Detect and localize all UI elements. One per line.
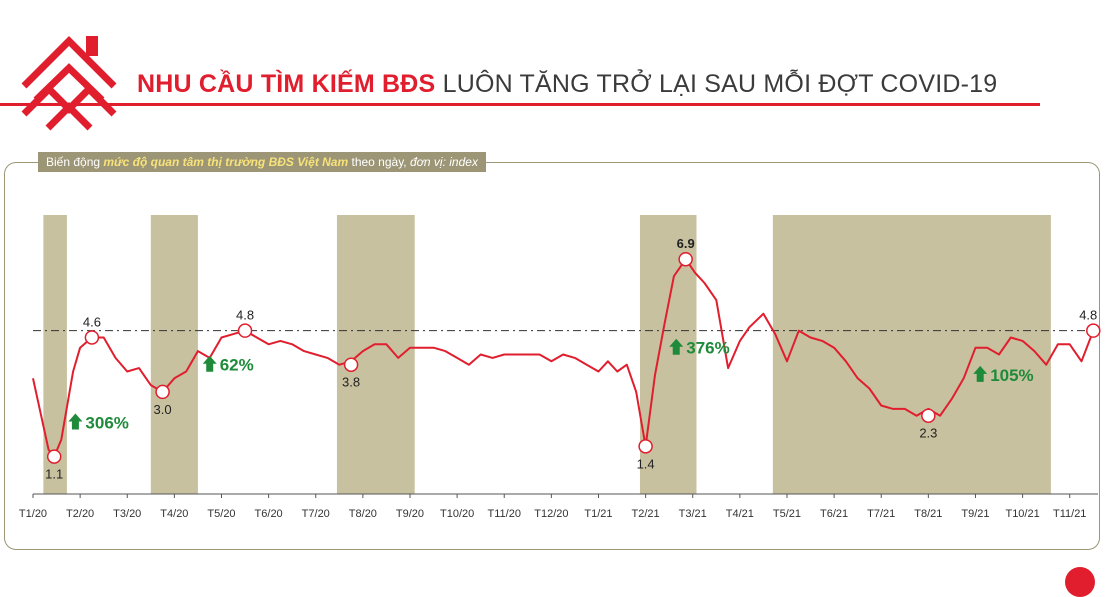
x-tick-label-8: T9/20 (396, 508, 424, 520)
page-title-bold: NHU CẦU TÌM KIẾM BĐS (137, 70, 436, 98)
line-chart: T1/20 T2/20 T3/20 T4/20 T5/20 T6/20 T7/20 T8/20… (19, 215, 1101, 520)
corner-badge (1065, 567, 1095, 597)
point-marker-5 (638, 439, 653, 454)
subtitle-highlight: mức độ quan tâm thị trường BĐS Việt Nam (103, 155, 349, 169)
subtitle-middle: theo ngày, (348, 155, 410, 169)
x-tick-label-19: T8/21 (914, 508, 942, 520)
x-tick-label-3: T4/20 (160, 508, 188, 520)
point-marker-2 (155, 384, 170, 400)
point-label-3: 4.8 (236, 308, 254, 323)
point-label-1: 4.6 (83, 314, 101, 329)
x-tick-label-21: T10/21 (1005, 508, 1039, 520)
x-tick-label-15: T4/21 (726, 508, 754, 520)
chart-subtitle: Biến động mức độ quan tâm thị trường BĐS… (38, 152, 486, 172)
x-tick-label-16: T5/21 (773, 508, 801, 520)
x-tick-label-18: T7/21 (867, 508, 895, 520)
subtitle-prefix: Biến động (46, 155, 104, 169)
chart-panel (4, 162, 1100, 550)
growth-label-0: 306% (85, 414, 128, 433)
company-logo-icon (21, 36, 117, 131)
point-marker-1 (84, 330, 100, 345)
covid-band-1 (150, 215, 198, 494)
subtitle-unit: đơn vị: index (409, 155, 478, 169)
x-tick-label-6: T7/20 (302, 508, 330, 520)
covid-band-4 (772, 215, 1051, 494)
growth-arrow-icon-1 (202, 355, 217, 372)
point-marker-6 (678, 251, 693, 267)
x-tick-label-9: T10/20 (440, 508, 474, 520)
point-marker-8 (1086, 323, 1101, 338)
x-tick-label-1: T2/20 (66, 508, 94, 520)
x-tick-label-14: T3/21 (679, 508, 707, 520)
growth-arrow-icon-3 (973, 365, 988, 382)
point-marker-0 (46, 449, 62, 464)
x-tick-label-7: T8/20 (349, 508, 377, 520)
point-label-4: 3.8 (342, 375, 360, 390)
growth-label-3: 105% (990, 366, 1033, 385)
growth-arrow-icon-2 (669, 338, 684, 355)
x-tick-label-20: T9/21 (961, 508, 989, 520)
covid-band-0 (43, 215, 67, 494)
point-label-6: 6.9 (677, 236, 695, 251)
point-label-8: 4.8 (1079, 308, 1097, 323)
title-rule (0, 103, 1040, 106)
point-label-0: 1.1 (45, 467, 63, 482)
series-line (32, 258, 1095, 458)
point-marker-4 (343, 357, 359, 372)
x-tick-label-4: T5/20 (207, 508, 235, 520)
x-tick-label-22: T11/21 (1053, 508, 1086, 520)
point-marker-3 (237, 323, 253, 338)
growth-label-1: 62% (220, 356, 254, 375)
growth-label-2: 376% (686, 339, 729, 358)
page-title: NHU CẦU TÌM KIẾM BĐS LUÔN TĂNG TRỞ LẠI S… (137, 70, 997, 99)
x-tick-label-2: T3/20 (113, 508, 141, 520)
x-tick-label-10: T11/20 (488, 508, 521, 520)
x-tick-label-13: T2/21 (632, 508, 660, 520)
x-tick-label-0: T1/20 (19, 508, 47, 520)
point-label-2: 3.0 (154, 402, 172, 417)
x-tick-label-17: T6/21 (820, 508, 848, 520)
x-tick-label-5: T6/20 (255, 508, 283, 520)
growth-arrow-icon-0 (68, 413, 83, 430)
x-tick-label-11: T12/20 (534, 508, 568, 520)
point-label-5: 1.4 (637, 456, 655, 471)
page-title-rest: LUÔN TĂNG TRỞ LẠI SAU MỖI ĐỢT COVID-19 (442, 70, 998, 98)
x-tick-label-12: T1/21 (584, 508, 612, 520)
point-label-7: 2.3 (919, 426, 937, 441)
point-marker-7 (921, 408, 936, 423)
